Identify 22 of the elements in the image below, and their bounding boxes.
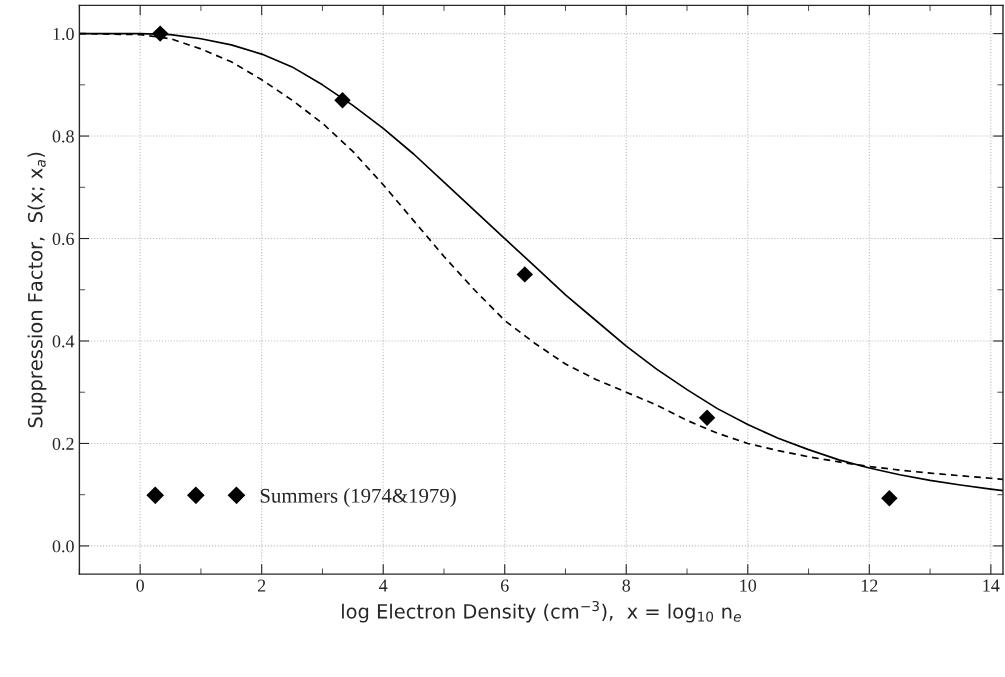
x-tick-label: 4: [379, 579, 388, 592]
x-tick-label: 14: [983, 579, 1000, 592]
x-tick-label: 8: [622, 579, 631, 592]
point: [881, 490, 898, 507]
point: [151, 25, 169, 42]
y-tick-label: 0.4: [52, 335, 75, 348]
x-tick-label: 2: [257, 579, 266, 592]
y-tick-label: 1.0: [53, 27, 74, 41]
point: [698, 409, 716, 427]
x-tick-label: 6: [501, 579, 509, 592]
y-tick-label: 0.6: [52, 232, 74, 246]
y-tick-label: 0.8: [52, 130, 74, 143]
y-tick-label: 0.0: [52, 540, 74, 553]
y-axis-title: Suppression Factor, S(x; x$_{a}$): [27, 152, 47, 428]
x-tick-label: 12: [861, 579, 878, 592]
x-tick-label: 0: [136, 579, 144, 592]
x-axis-title: log Electron Density (cm$^{−3}$), x = log$_{10}$ n$_{e}$: [342, 600, 741, 623]
point: [334, 91, 351, 109]
x-tick-label: 10: [740, 579, 757, 592]
point: [516, 266, 533, 283]
y-tick-label: 0.2: [52, 437, 74, 450]
legend-label: Summers (1974&1979): [260, 488, 456, 508]
